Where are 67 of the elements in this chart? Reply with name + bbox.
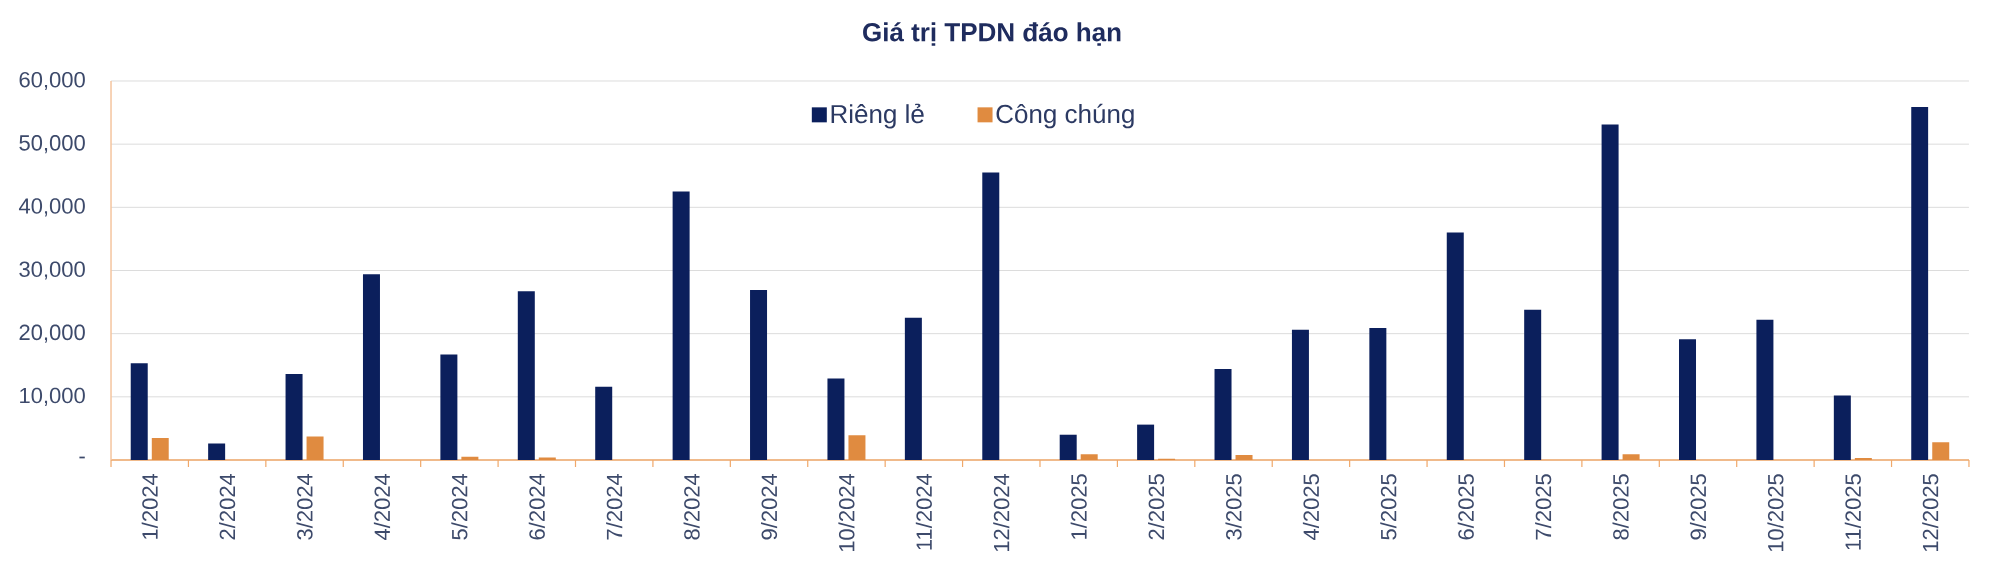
- bar: [1235, 454, 1253, 460]
- x-tick-label: 2/2025: [1148, 474, 1165, 540]
- x-tick-label: 12/2025: [1922, 474, 1939, 552]
- bar: [1622, 454, 1640, 460]
- bar: [1911, 106, 1929, 460]
- x-tick-label: 10/2024: [838, 473, 855, 552]
- bar: [517, 291, 535, 460]
- bar: [538, 457, 556, 460]
- bar: [1833, 395, 1851, 460]
- bar: [1059, 434, 1077, 460]
- x-tick-label: 8/2025: [1612, 474, 1629, 540]
- x-tick-label: 1/2024: [141, 473, 158, 539]
- x-tick-label: 5/2025: [1380, 474, 1397, 540]
- bar: [904, 317, 922, 460]
- x-tick-label: 11/2024: [915, 473, 932, 550]
- y-tick-label: 50,000: [19, 135, 85, 154]
- x-tick-label: 12/2024: [993, 473, 1010, 552]
- bar: [1679, 339, 1697, 460]
- bar: [1601, 124, 1619, 460]
- bar: [1932, 442, 1950, 460]
- bar: [1137, 424, 1155, 460]
- x-tick-label: 8/2024: [683, 473, 700, 540]
- bar: [848, 435, 866, 460]
- legend-label: Công chúng: [996, 103, 1134, 129]
- bar: [440, 354, 458, 460]
- bar: [208, 443, 226, 460]
- bar: [285, 374, 303, 460]
- bar: [1214, 369, 1232, 460]
- x-tick-label: 9/2025: [1689, 474, 1707, 540]
- bar: [306, 436, 324, 460]
- bar: [1446, 232, 1464, 460]
- bar: [672, 191, 690, 460]
- x-tick-label: 5/2024: [451, 473, 468, 540]
- bar: [362, 274, 380, 460]
- x-tick-label: 6/2024: [528, 473, 545, 540]
- bar: [1369, 327, 1387, 460]
- y-tick-label: 30,000: [19, 261, 85, 280]
- x-tick-label: 10/2025: [1767, 474, 1784, 552]
- bar: [461, 456, 479, 460]
- x-tick-label: 7/2025: [1535, 474, 1552, 540]
- bar: [982, 172, 1000, 460]
- chart-title: Giá trị TPDN đáo hạn: [863, 22, 1121, 46]
- x-tick-label: 6/2025: [1457, 474, 1474, 540]
- x-tick-label: 2/2024: [219, 473, 236, 540]
- x-tick-label: 11/2025: [1844, 474, 1861, 550]
- y-tick-label: 60,000: [19, 71, 85, 91]
- bar: [151, 437, 169, 460]
- bar: [1524, 309, 1542, 460]
- bar: [130, 363, 148, 460]
- legend-label: Riêng lẻ: [831, 103, 924, 129]
- x-tick-label: 7/2024: [606, 473, 623, 540]
- bar: [1080, 454, 1098, 460]
- y-tick-label: 40,000: [18, 198, 85, 217]
- bar: [750, 290, 768, 460]
- y-tick-label: 20,000: [19, 324, 85, 343]
- x-tick-label: 4/2025: [1302, 474, 1320, 541]
- x-tick-label: 4/2024: [373, 473, 391, 541]
- x-tick-label: 1/2025: [1070, 474, 1087, 539]
- bar: [1291, 329, 1309, 460]
- x-tick-label: 3/2024: [296, 473, 313, 540]
- y-tick-label: 10,000: [20, 387, 85, 406]
- y-tick-label: -: [79, 456, 85, 459]
- x-tick-label: 3/2025: [1225, 474, 1242, 540]
- bar: [827, 378, 845, 460]
- bar: [1756, 319, 1774, 460]
- x-tick-label: 9/2024: [760, 473, 778, 540]
- bar: [595, 386, 613, 460]
